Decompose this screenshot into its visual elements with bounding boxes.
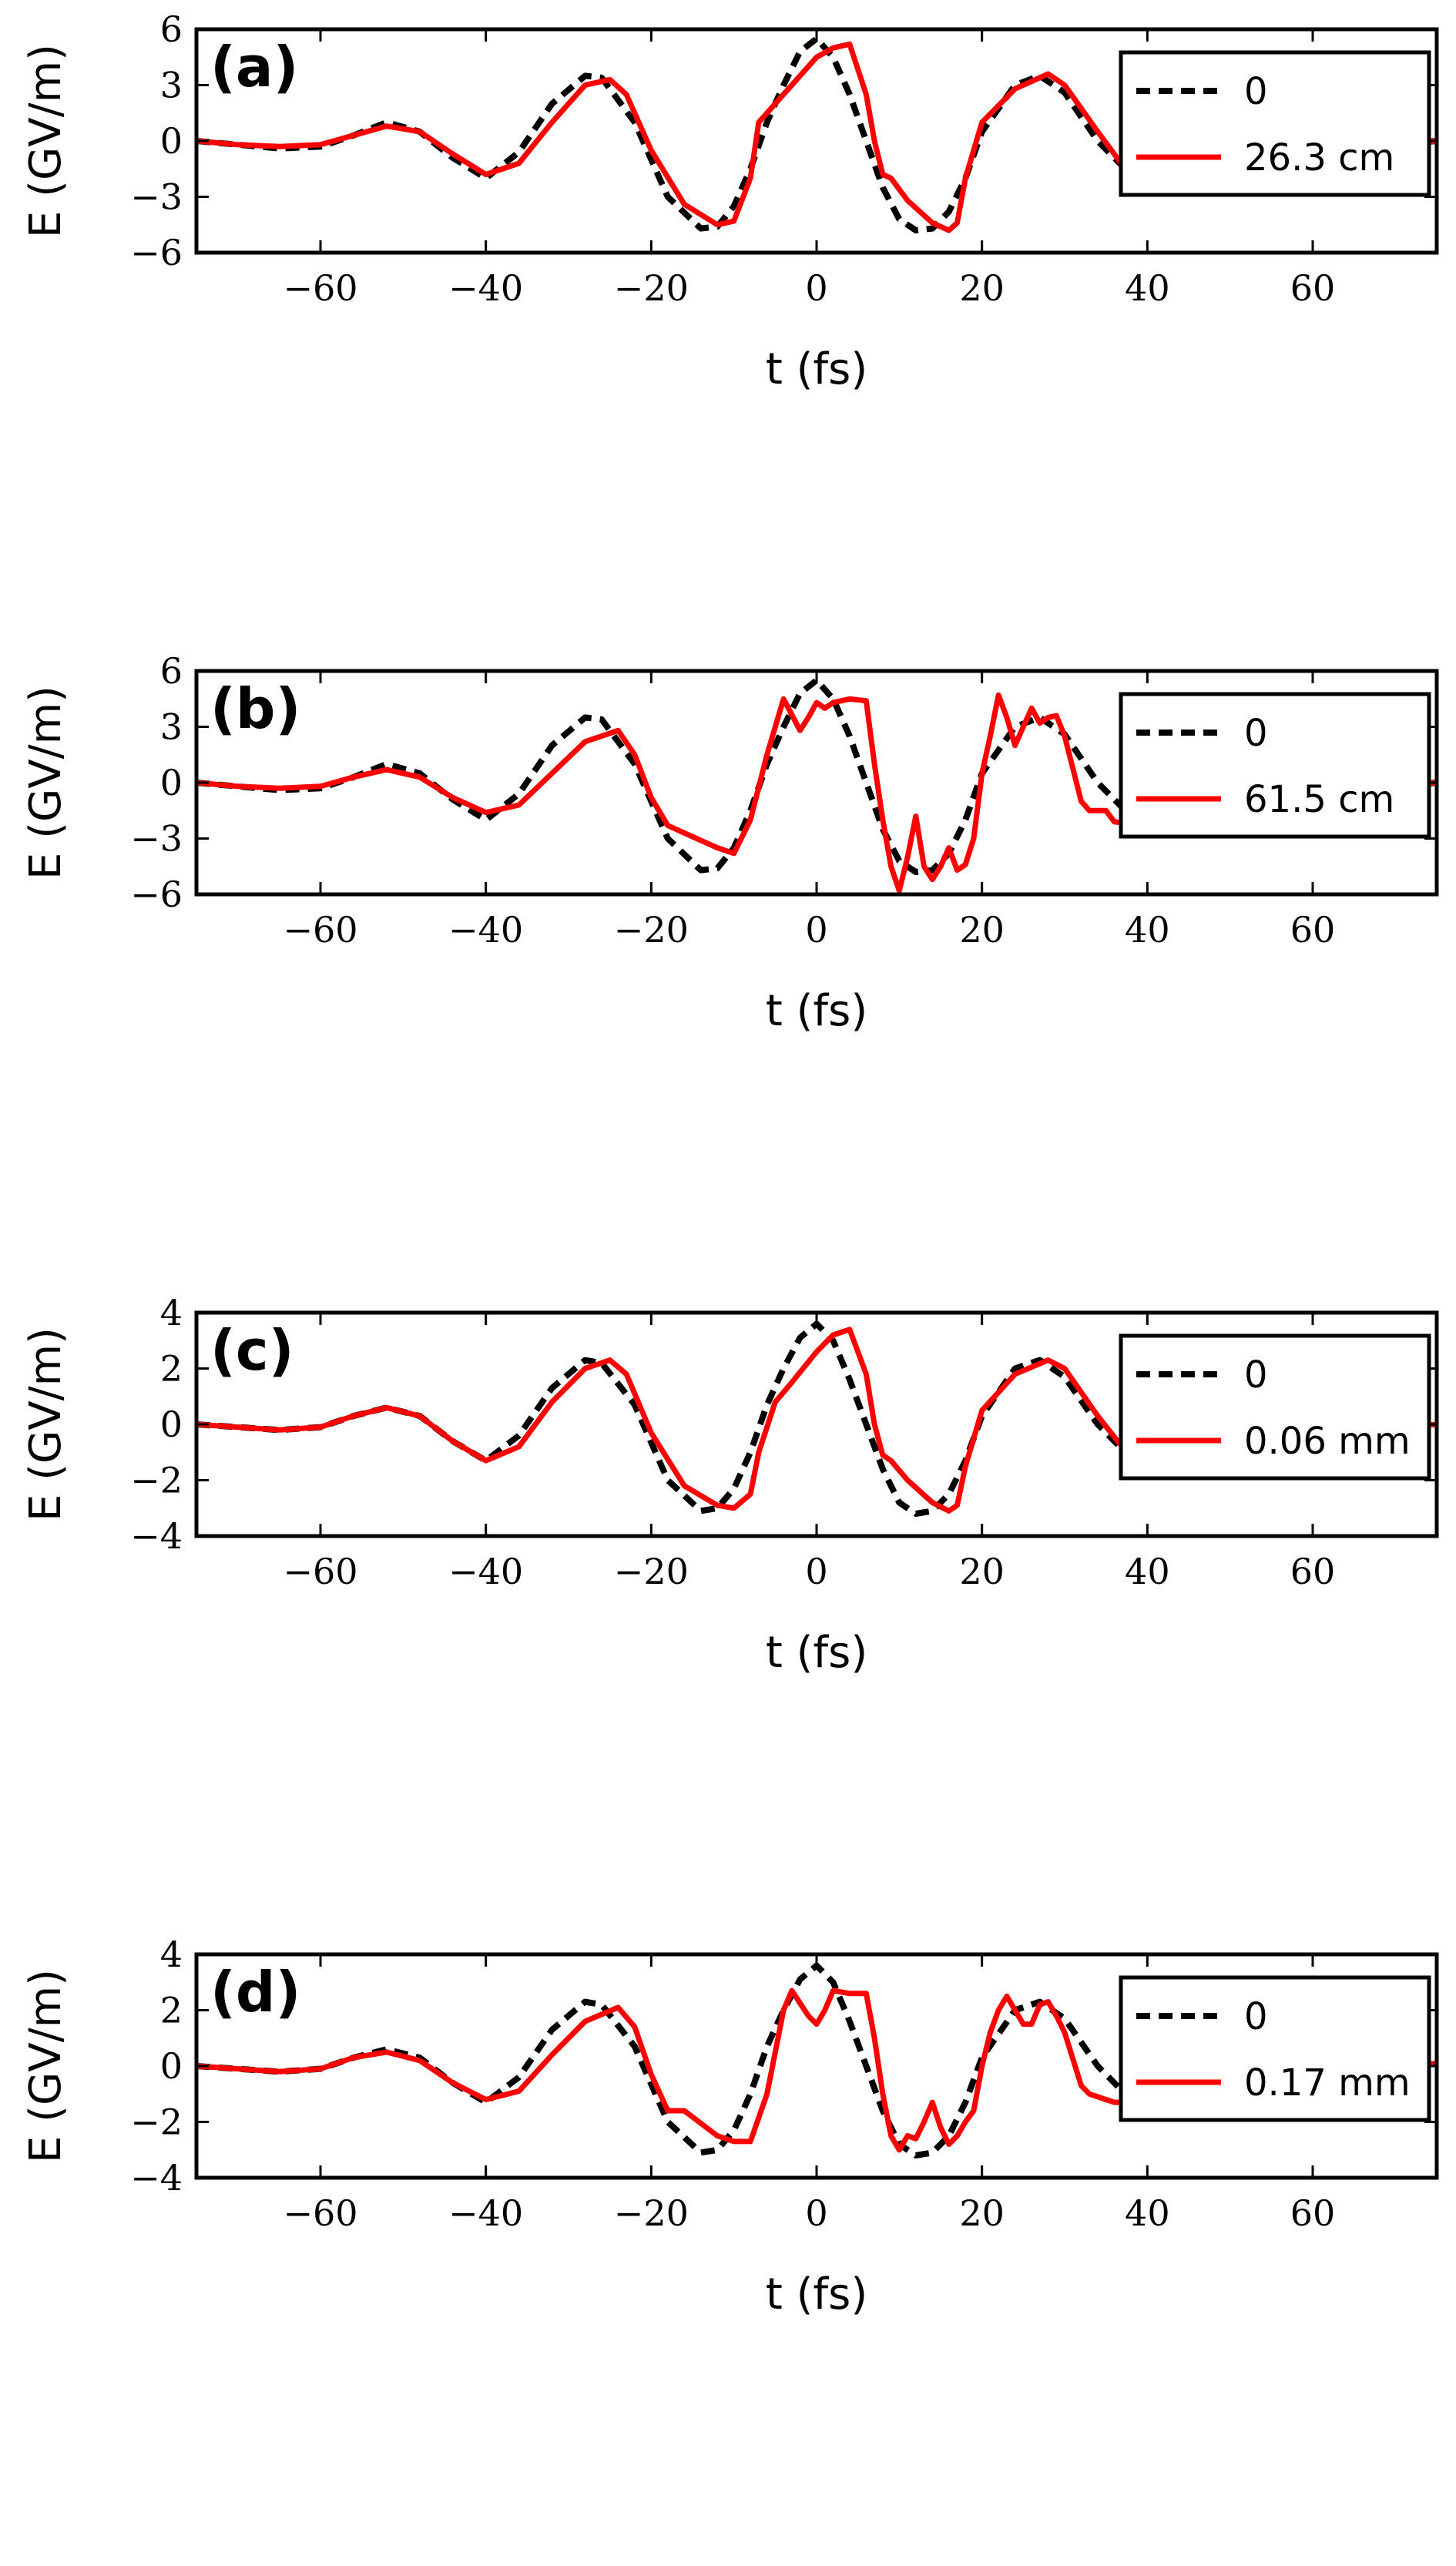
- x-tick-label: −40: [448, 267, 523, 309]
- panel-b: −60 −40 −20 0 20 40 60 −6 −3 0 3 6 t (fs) E (GV/m) (b)…: [21, 650, 1439, 1036]
- x-axis-label: t (fs): [766, 2269, 867, 2319]
- x-tick-label: 40: [1125, 2192, 1170, 2234]
- x-tick-label: 60: [1290, 2192, 1336, 2234]
- y-axis-label: E (GV/m): [21, 1969, 71, 2163]
- x-tick-label: −40: [448, 1551, 523, 1592]
- y-tick-label: −6: [130, 232, 183, 273]
- panel-label: (a): [210, 35, 298, 99]
- panel-label: (b): [210, 676, 300, 741]
- y-tick-label: 0: [160, 2045, 183, 2087]
- y-tick-label: 0: [160, 120, 183, 162]
- y-tick-label: −2: [130, 1460, 183, 1501]
- y-axis-label: E (GV/m): [21, 686, 71, 880]
- x-tick-label: −40: [448, 909, 523, 951]
- legend: 0 0.17 mm: [1119, 1975, 1431, 2122]
- x-axis-label: t (fs): [766, 344, 867, 394]
- x-tick-label: 60: [1290, 1551, 1336, 1592]
- series-line-propagated: [196, 1987, 1437, 2153]
- x-tick-label: 60: [1290, 909, 1336, 951]
- y-axis-label: E (GV/m): [21, 1327, 71, 1521]
- x-tick-label: 0: [805, 267, 827, 309]
- y-tick-label: 2: [160, 1990, 183, 2031]
- legend-label: 0: [1244, 1353, 1268, 1397]
- x-tick-label: −20: [614, 267, 689, 309]
- legend: 0 26.3 cm: [1119, 50, 1431, 197]
- y-axis-label: E (GV/m): [21, 44, 71, 238]
- x-tick-label: 0: [805, 909, 827, 951]
- x-tick-label: −40: [448, 2192, 523, 2234]
- legend-label: 61.5 cm: [1244, 778, 1394, 821]
- legend-box: [1119, 1333, 1431, 1481]
- y-tick-label: 6: [160, 650, 183, 692]
- legend-label: 26.3 cm: [1244, 136, 1394, 179]
- y-tick-label: −4: [130, 1515, 183, 1557]
- x-tick-label: 20: [959, 1551, 1005, 1592]
- legend-box: [1119, 692, 1431, 839]
- x-tick-label: 0: [805, 1551, 827, 1592]
- y-tick-label: 4: [160, 1934, 183, 1975]
- y-tick-label: 3: [160, 65, 183, 106]
- x-axis-label: t (fs): [766, 986, 867, 1036]
- series-group: [196, 1962, 1437, 2158]
- x-tick-label: 40: [1125, 1551, 1170, 1592]
- legend: 0 0.06 mm: [1119, 1333, 1431, 1481]
- legend-label: 0.06 mm: [1244, 1420, 1411, 1463]
- x-tick-label: −60: [283, 909, 357, 951]
- panel-label: (c): [210, 1318, 294, 1383]
- x-tick-label: 0: [805, 2192, 827, 2234]
- y-tick-label: −4: [130, 2157, 183, 2199]
- x-tick-label: −20: [614, 1551, 689, 1592]
- series-line-propagated: [196, 692, 1437, 894]
- x-tick-label: −60: [283, 2192, 357, 2234]
- x-tick-label: −20: [614, 2192, 689, 2234]
- y-tick-label: 0: [160, 1404, 183, 1445]
- y-tick-label: 4: [160, 1292, 183, 1333]
- y-tick-label: −3: [130, 176, 183, 218]
- y-tick-label: −6: [130, 874, 183, 915]
- legend-box: [1119, 50, 1431, 197]
- y-tick-label: 2: [160, 1348, 183, 1390]
- x-tick-label: −60: [283, 267, 357, 309]
- x-tick-label: 20: [959, 909, 1005, 951]
- legend-label: 0: [1244, 70, 1268, 113]
- y-tick-label: 0: [160, 762, 183, 803]
- legend-label: 0: [1244, 712, 1268, 755]
- y-tick-label: 6: [160, 8, 183, 50]
- x-axis-label: t (fs): [766, 1628, 867, 1678]
- legend-label: 0: [1244, 1995, 1268, 2038]
- y-tick-label: −2: [130, 2101, 183, 2143]
- panel-label: (d): [210, 1960, 300, 2024]
- y-tick-label: −3: [130, 818, 183, 860]
- x-tick-label: −20: [614, 909, 689, 951]
- legend-label: 0.17 mm: [1244, 2061, 1411, 2105]
- x-tick-label: 20: [959, 267, 1005, 309]
- legend-box: [1119, 1975, 1431, 2122]
- x-tick-label: 40: [1125, 267, 1170, 309]
- x-tick-label: 20: [959, 2192, 1005, 2234]
- y-tick-label: 3: [160, 706, 183, 748]
- panel-a: −60 −40 −20 0 20 40 60 −6 −3 0 3 6 t (fs) E (GV/m) (a)…: [21, 8, 1439, 394]
- x-tick-label: −60: [283, 1551, 357, 1592]
- legend: 0 61.5 cm: [1119, 692, 1431, 839]
- x-tick-label: 60: [1290, 267, 1336, 309]
- x-tick-label: 40: [1125, 909, 1170, 951]
